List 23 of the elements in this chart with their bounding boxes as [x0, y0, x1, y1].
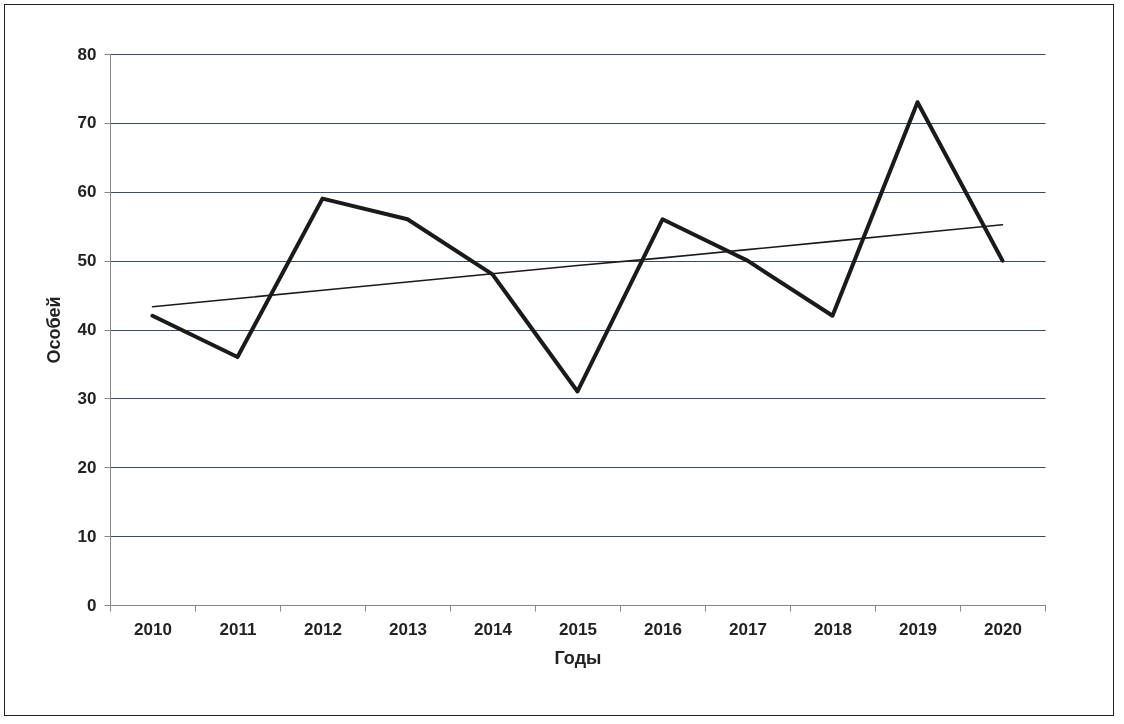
- y-tick-label: 0: [87, 595, 97, 615]
- x-tick-label: 2016: [644, 619, 682, 639]
- y-tick-label: 10: [77, 526, 97, 546]
- x-tick-label: 2013: [389, 619, 427, 639]
- y-axis-title: Особей: [43, 296, 64, 364]
- x-tick-label: 2011: [219, 619, 257, 639]
- y-tick-label: 80: [77, 44, 97, 64]
- y-tick-label: 30: [77, 388, 97, 408]
- x-tick-label: 2012: [304, 619, 342, 639]
- x-tick-label: 2020: [984, 619, 1022, 639]
- y-tick-label: 20: [77, 457, 97, 477]
- y-tick-label: 40: [77, 320, 97, 339]
- y-tick-label: 60: [77, 182, 97, 202]
- x-tick-label: 2015: [559, 619, 597, 639]
- y-tick-label: 50: [77, 251, 97, 271]
- y-tick-label: 70: [77, 113, 97, 133]
- x-tick-label: 2017: [729, 619, 767, 639]
- x-tick-label: 2019: [899, 619, 937, 639]
- line-series: [150, 100, 1005, 394]
- x-tick-label: 2014: [474, 619, 513, 639]
- x-axis-title: Годы: [554, 647, 602, 668]
- x-tick-label: 2010: [134, 619, 172, 639]
- x-tick-label: 2018: [814, 619, 852, 639]
